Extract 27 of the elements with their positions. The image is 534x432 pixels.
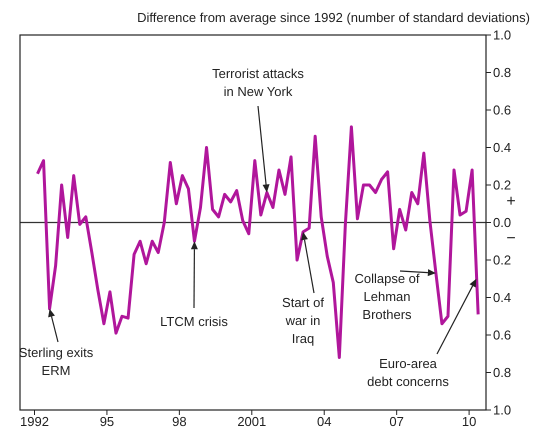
text: + (506, 193, 516, 210)
x-tick-label: 10 (462, 414, 476, 430)
y-tick-label: 0.8 (493, 65, 512, 80)
y-tick-label: 0.6 (493, 328, 512, 343)
y-tick-label: 0.8 (493, 365, 512, 380)
y-tick-label: 0.6 (493, 102, 512, 118)
x-tick-label: 95 (100, 414, 114, 430)
y-tick-label: 0.0 (493, 215, 512, 230)
annotation: LTCM crisis (160, 314, 228, 329)
annotation: Euro-area debt concerns (367, 356, 450, 389)
text: − (506, 230, 516, 247)
annotation: Collapse of Lehman Brothers (354, 271, 420, 322)
x-tick-label: 07 (389, 414, 404, 430)
annotation: Start of war in Iraq (282, 295, 324, 346)
y-tick-label: 0.4 (493, 140, 512, 156)
x-tick-label: 2001 (237, 414, 266, 430)
x-tick-label: 98 (172, 414, 187, 430)
y-tick-label: 1.0 (493, 28, 512, 43)
x-tick-label: 1992 (20, 414, 49, 430)
y-tick-label: 1.0 (493, 402, 512, 418)
y-tick-label: 0.2 (493, 252, 512, 268)
y-axis-title: Difference from average since 1992 (number of standard deviations) (137, 10, 530, 25)
annotation: Terrorist attacks in New York (212, 66, 304, 99)
y-tick-label: 0.4 (493, 290, 512, 306)
annotation: Sterling exits ERM (18, 345, 94, 378)
x-tick-label: 04 (316, 414, 332, 430)
y-tick-label: 0.2 (493, 178, 512, 193)
